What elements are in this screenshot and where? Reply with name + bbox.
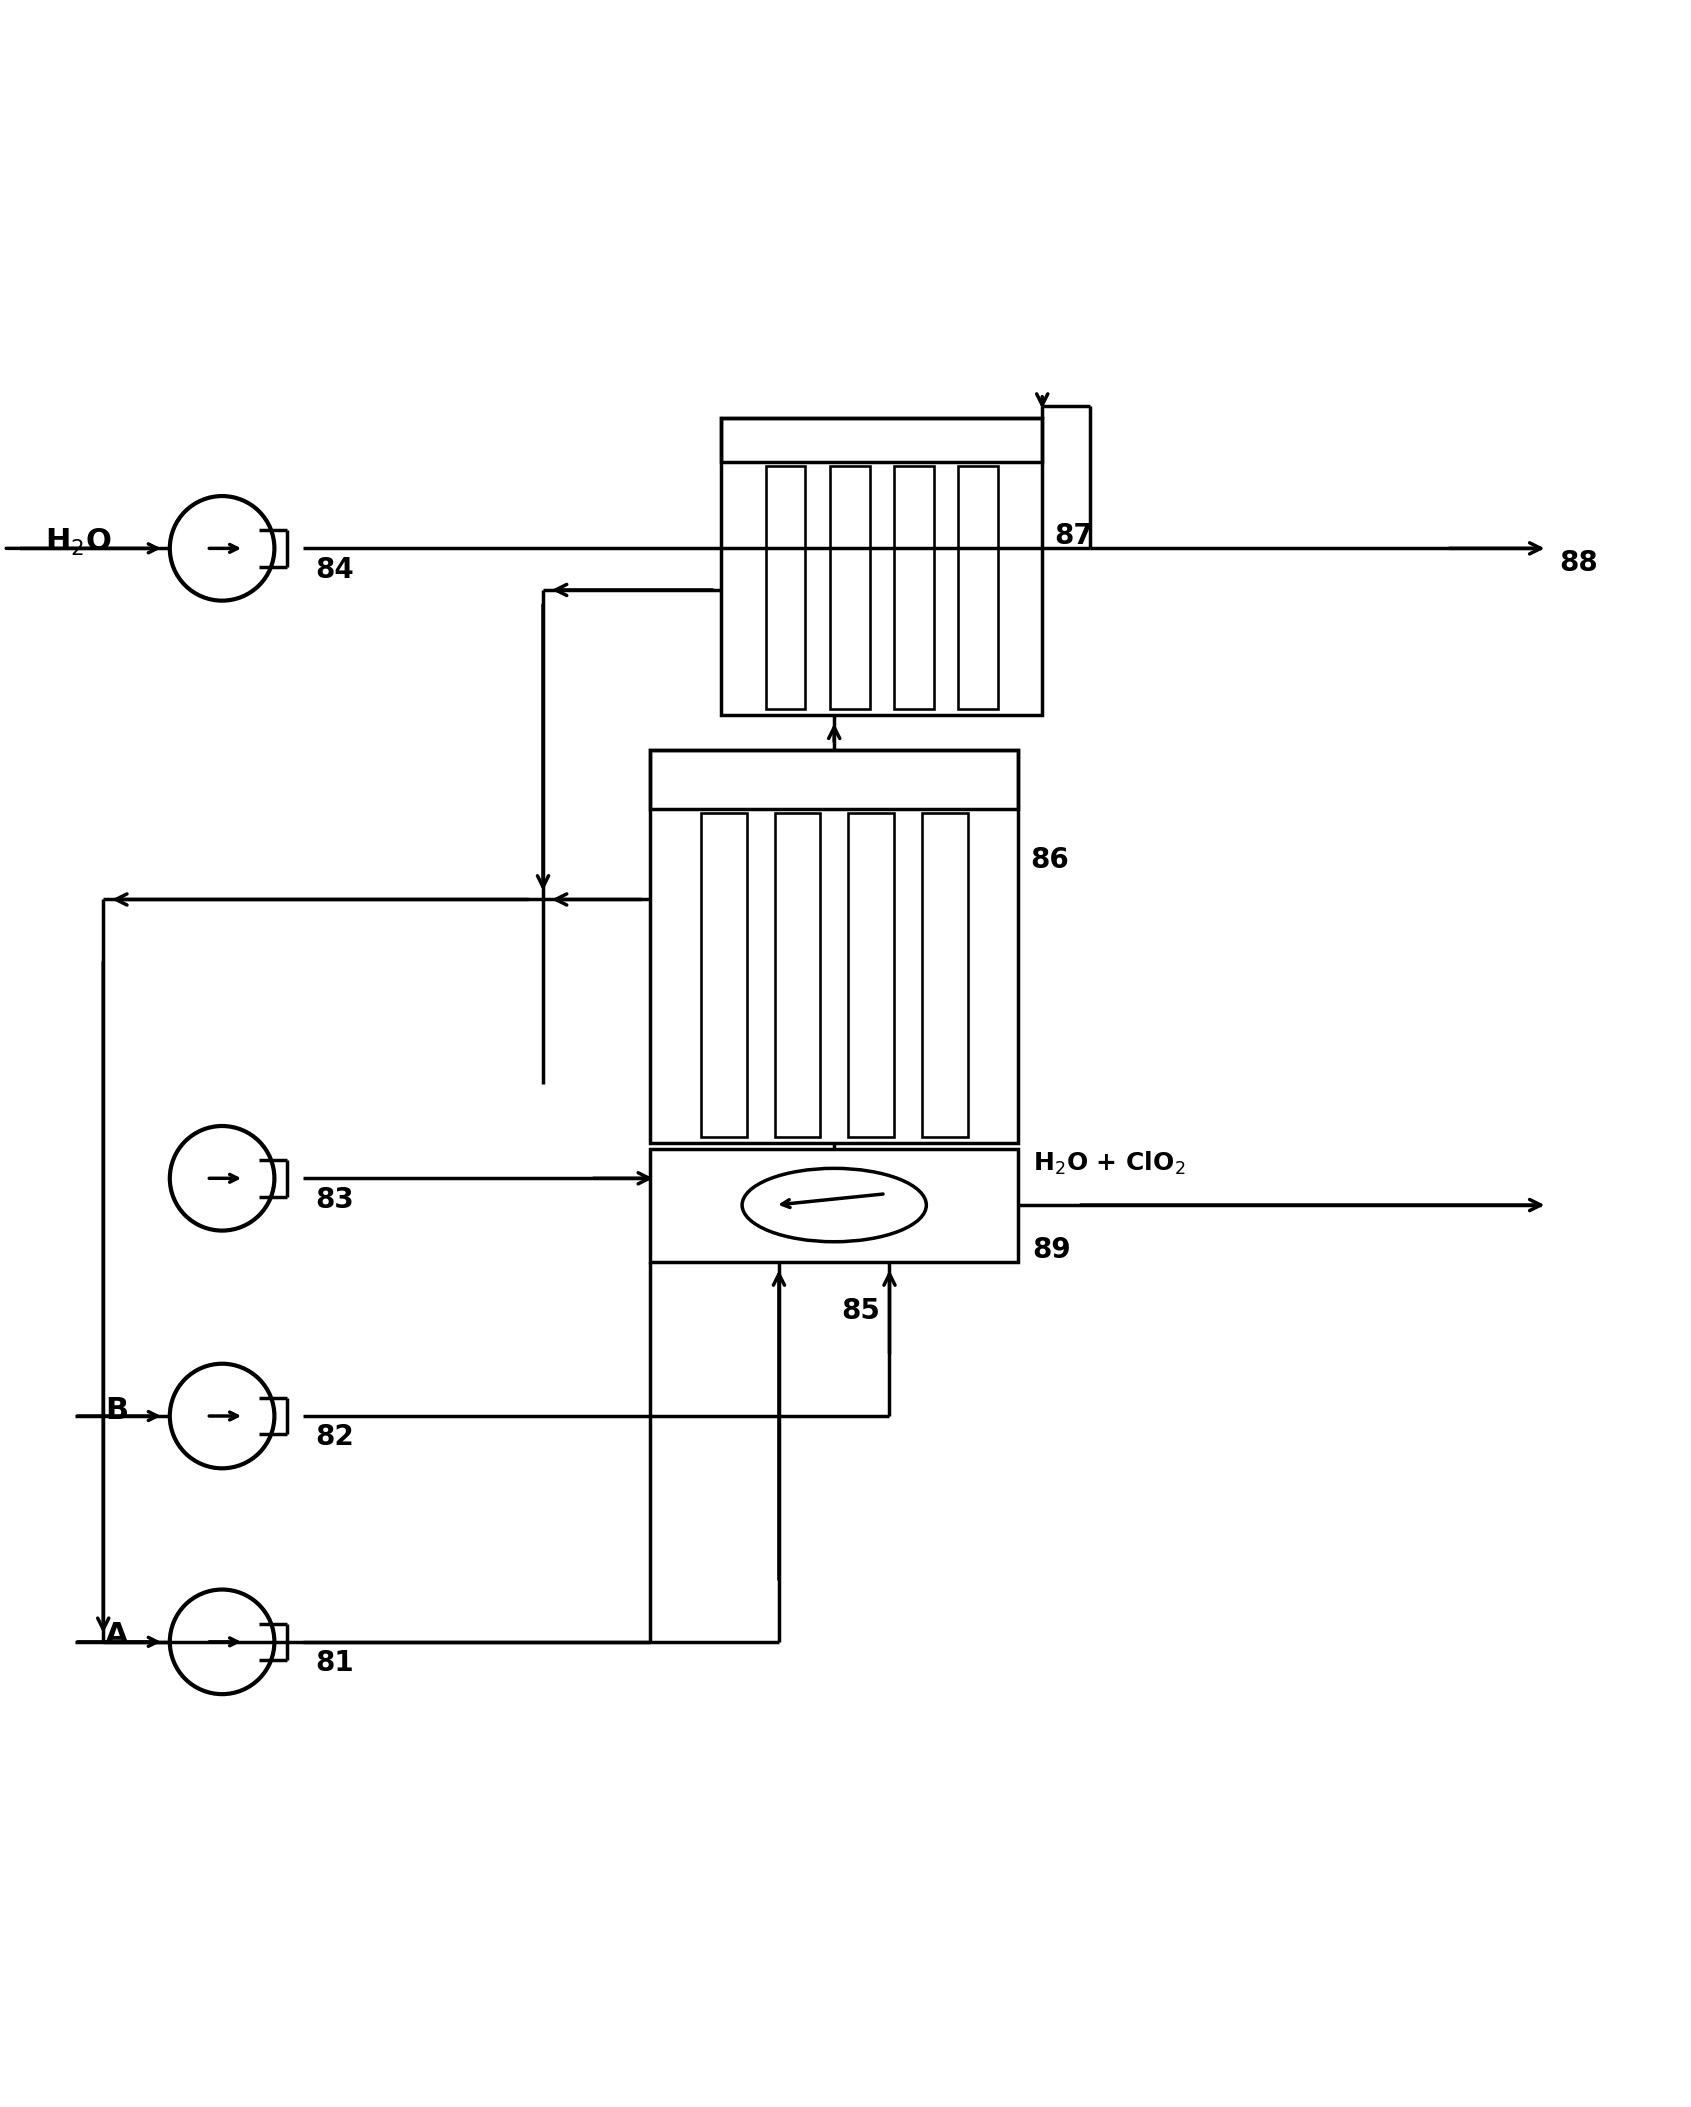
Bar	[895, 466, 933, 708]
Bar	[849, 813, 895, 1136]
Text: 87: 87	[1053, 523, 1092, 550]
Bar	[766, 466, 805, 708]
Text: H$_2$O + ClO$_2$: H$_2$O + ClO$_2$	[1033, 1150, 1185, 1178]
Bar	[649, 1148, 1018, 1262]
Bar	[959, 466, 998, 708]
Text: 84: 84	[315, 556, 353, 584]
Text: 85: 85	[842, 1298, 881, 1325]
Bar	[830, 466, 869, 708]
Bar	[922, 813, 967, 1136]
Bar	[649, 750, 1018, 809]
Bar	[722, 417, 1042, 714]
Text: A: A	[105, 1622, 129, 1650]
Bar	[649, 750, 1018, 1142]
Text: B: B	[105, 1395, 129, 1424]
Text: 83: 83	[315, 1186, 353, 1214]
Bar	[722, 417, 1042, 461]
Text: H$_2$O: H$_2$O	[46, 527, 112, 558]
Text: 88: 88	[1559, 548, 1598, 577]
Text: 89: 89	[1033, 1237, 1072, 1264]
Text: 81: 81	[315, 1650, 353, 1677]
Bar	[774, 813, 820, 1136]
Text: 82: 82	[315, 1424, 353, 1452]
Bar	[700, 813, 746, 1136]
Text: 86: 86	[1030, 847, 1069, 874]
